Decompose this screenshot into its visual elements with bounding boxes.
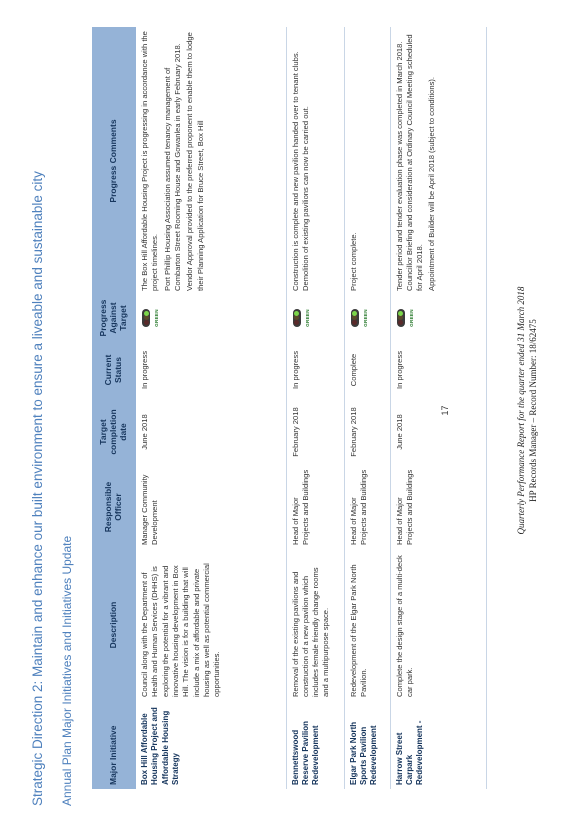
column-header: Major Initiative — [92, 701, 136, 789]
comment-paragraph: Vendor Approval provided to the preferre… — [185, 32, 205, 291]
comment-paragraph: Port Phillip Housing Association assumed… — [162, 43, 182, 291]
comments-cell: Tender period and tender evaluation phas… — [390, 27, 486, 295]
initiative-cell: Harrow Street Carpark Redevelopment - — [390, 701, 486, 789]
initiative-cell: Box Hill Affordable Housing Project and … — [136, 701, 286, 789]
initiatives-subheading: Annual Plan Major Initiatives and Initia… — [60, 535, 74, 806]
initiatives-table: Major Initiative Description Responsible… — [92, 27, 487, 789]
comment-paragraph: Project complete. — [348, 232, 358, 291]
record-number-footer: HP Records Manager – Record Number: 18/6… — [528, 319, 538, 502]
status-cell: In progress — [286, 341, 344, 399]
traffic-light-icon — [142, 309, 150, 327]
comment-paragraph: Construction is complete and new pavilio… — [290, 51, 310, 291]
officer-cell: Head of Major Projects and Buildings — [286, 465, 344, 549]
target-cell: February 2018 — [344, 399, 390, 465]
comment-paragraph: Tender period and tender evaluation phas… — [394, 34, 425, 291]
status-cell: In progress — [390, 341, 486, 399]
progress-cell: GREEN — [286, 295, 344, 341]
strategic-direction-heading: Strategic Direction 2: Maintain and enha… — [30, 171, 45, 806]
traffic-light-icon — [396, 309, 405, 327]
target-cell: February 2018 — [286, 399, 344, 465]
description-cell: Complete the design stage of a multi-dec… — [390, 549, 486, 701]
traffic-light-icon — [350, 309, 359, 327]
progress-label: GREEN — [304, 309, 310, 327]
progress-label: GREEN — [362, 309, 368, 327]
column-header: Progress Against Target — [92, 295, 136, 341]
description-cell: Redevelopment of the Elgar Park North Pa… — [344, 549, 390, 701]
column-header: Current Status — [92, 341, 136, 399]
comments-cell: Project complete. — [344, 27, 390, 295]
progress-label: GREEN — [154, 309, 160, 327]
comment-paragraph: The Box Hill Affordable Housing Project … — [140, 31, 160, 291]
progress-cell: GREEN — [344, 295, 390, 341]
progress-label: GREEN — [408, 309, 414, 327]
traffic-light-icon — [292, 309, 301, 327]
target-cell: June 2018 — [390, 399, 486, 465]
column-header: Responsible Officer — [92, 465, 136, 549]
comments-cell: The Box Hill Affordable Housing Project … — [136, 27, 286, 295]
comments-cell: Construction is complete and new pavilio… — [286, 27, 344, 295]
officer-cell: Manager Community Development — [136, 465, 286, 549]
table-header-row: Major Initiative Description Responsible… — [92, 27, 136, 789]
description-cell: Council along with the Department of Hea… — [136, 549, 286, 701]
status-cell: In progress — [136, 341, 286, 399]
officer-cell: Head of Major Projects and Buildings — [344, 465, 390, 549]
column-header: Progress Comments — [92, 27, 136, 295]
table-row: Box Hill Affordable Housing Project and … — [136, 27, 286, 789]
progress-cell: GREEN — [136, 295, 286, 341]
column-header: Description — [92, 549, 136, 701]
table-row: Elgar Park North Sports Pavilion Redevel… — [344, 27, 390, 789]
table-row: Bennettswood Reserve Pavilion Redevelopm… — [286, 27, 344, 789]
target-cell: June 2018 — [136, 399, 286, 465]
report-footer-title: Quarterly Performance Report for the qua… — [516, 286, 526, 535]
column-header: Target completion date — [92, 399, 136, 465]
progress-cell: GREEN — [390, 295, 486, 341]
page-number: 17 — [440, 405, 450, 416]
status-cell: Complete — [344, 341, 390, 399]
initiative-cell: Bennettswood Reserve Pavilion Redevelopm… — [286, 701, 344, 789]
initiative-cell: Elgar Park North Sports Pavilion Redevel… — [344, 701, 390, 789]
description-cell: Removal of the existing pavilions and co… — [286, 549, 344, 701]
officer-cell: Head of Major Projects and Buildings — [390, 465, 486, 549]
comment-paragraph: Appointment of Builder will be April 201… — [427, 76, 437, 291]
table-row: Harrow Street Carpark Redevelopment - Co… — [390, 27, 486, 789]
